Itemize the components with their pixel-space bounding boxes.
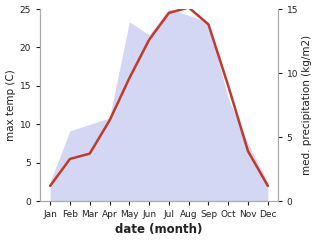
- X-axis label: date (month): date (month): [115, 223, 203, 236]
- Y-axis label: med. precipitation (kg/m2): med. precipitation (kg/m2): [302, 35, 313, 175]
- Y-axis label: max temp (C): max temp (C): [5, 69, 16, 141]
